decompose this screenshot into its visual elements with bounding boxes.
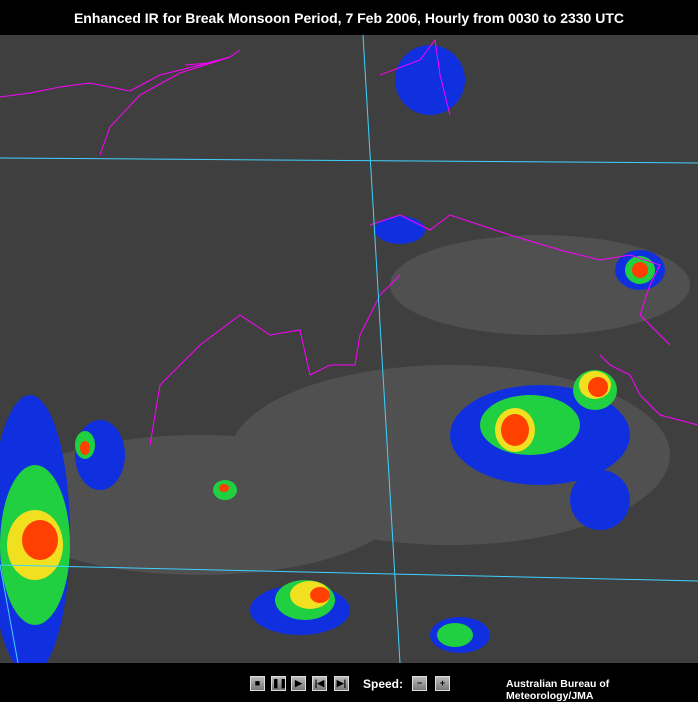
satellite-image (0, 35, 698, 663)
cloud-layer-red (22, 262, 648, 603)
play-button[interactable]: ▶ (291, 676, 306, 691)
stop-button[interactable]: ■ (250, 676, 265, 691)
skip-back-button[interactable]: |◀ (312, 676, 327, 691)
skip-forward-button[interactable]: ▶| (334, 676, 349, 691)
pause-button[interactable]: ❚❚ (271, 676, 287, 691)
speed-decrease-button[interactable]: − (412, 676, 427, 691)
speed-increase-button[interactable]: + (435, 676, 450, 691)
animation-controls: ■ ❚❚ ▶ |◀ ▶| Speed: − + Australian Burea… (0, 666, 698, 702)
speed-label: Speed: (363, 677, 404, 691)
credit-text: Australian Bureau of Meteorology/JMA (506, 678, 610, 702)
page-title: Enhanced IR for Break Monsoon Period, 7 … (73, 10, 625, 26)
coastline (0, 38, 698, 446)
lat-lon-grid (0, 35, 698, 663)
